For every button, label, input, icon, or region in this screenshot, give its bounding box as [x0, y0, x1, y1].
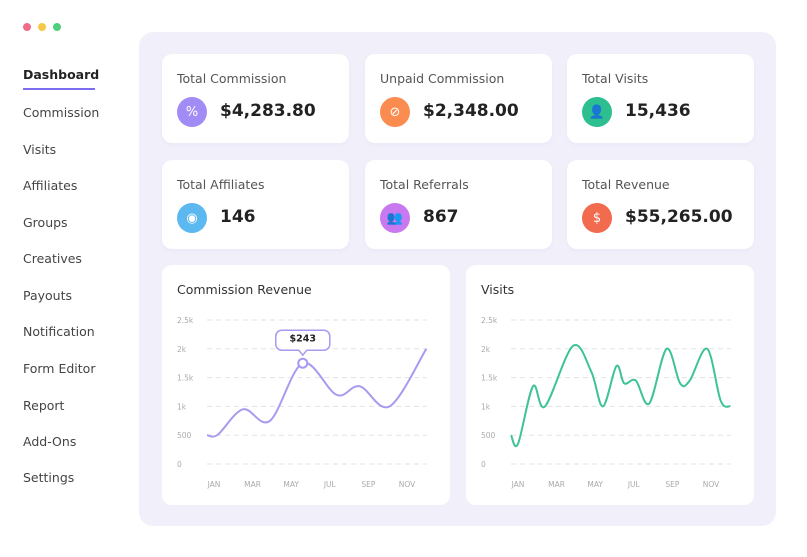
- sidebar-item-dashboard[interactable]: Dashboard: [23, 67, 100, 82]
- y-tick-label: 1.5k: [481, 374, 498, 383]
- maximize-dot[interactable]: [53, 23, 61, 31]
- sidebar-item-report[interactable]: Report: [23, 398, 65, 413]
- sidebar-item-payouts[interactable]: Payouts: [23, 288, 73, 303]
- x-tick-label: MAR: [548, 480, 565, 489]
- minimize-dot[interactable]: [38, 23, 46, 31]
- stat-value: 15,436: [625, 101, 691, 121]
- y-tick-label: 2k: [481, 345, 491, 354]
- stat-value: $4,283.80: [220, 101, 316, 121]
- x-tick-label: MAY: [283, 480, 299, 489]
- broadcast-user-icon: ◉: [177, 203, 207, 233]
- sidebar-item-form-editor[interactable]: Form Editor: [23, 361, 96, 376]
- chart-title: Commission Revenue: [177, 282, 312, 297]
- sidebar-item-creatives[interactable]: Creatives: [23, 251, 82, 266]
- user-check-icon: 👤: [582, 97, 612, 127]
- series-line: [206, 348, 428, 438]
- stat-card-total-referrals[interactable]: Total Referrals 👥 867: [365, 160, 552, 249]
- tooltip: $243: [275, 329, 331, 357]
- y-tick-label: 0: [481, 460, 486, 469]
- commission-chart-svg: 0 500 1k 1.5k 2k 2.5k JAN MAR MAY JUL SEP NOV $243: [177, 316, 428, 489]
- x-tick-label: NOV: [703, 480, 720, 489]
- stat-label: Total Affiliates: [177, 177, 265, 192]
- y-tick-label: 1k: [177, 402, 187, 411]
- tooltip-value: $243: [290, 334, 316, 345]
- commission-drop-icon: %: [177, 97, 207, 127]
- sidebar-item-commission[interactable]: Commission: [23, 105, 100, 120]
- y-tick-label: 1.5k: [177, 374, 194, 383]
- stat-card-total-visits[interactable]: Total Visits 👤 15,436: [567, 54, 754, 143]
- coins-icon: $: [582, 203, 612, 233]
- y-tick-label: 2.5k: [481, 316, 498, 325]
- sidebar-item-settings[interactable]: Settings: [23, 470, 75, 485]
- y-tick-label: 0: [177, 460, 182, 469]
- percent-badge-icon: ⊘: [380, 97, 410, 127]
- x-tick-label: SEP: [361, 480, 375, 489]
- y-tick-label: 1k: [481, 402, 491, 411]
- stat-label: Unpaid Commission: [380, 71, 505, 86]
- x-tick-label: MAR: [244, 480, 261, 489]
- x-tick-label: JAN: [511, 480, 525, 489]
- series-line: [510, 343, 731, 448]
- x-tick-label: JUL: [323, 480, 337, 489]
- active-indicator: [23, 88, 95, 90]
- stat-card-total-affiliates[interactable]: Total Affiliates ◉ 146: [162, 160, 349, 249]
- visits-chart-svg: 0 500 1k 1.5k 2k 2.5k JAN MAR MAY JUL SEP NOV: [481, 316, 731, 489]
- stat-card-unpaid-commission[interactable]: Unpaid Commission ⊘ $2,348.00: [365, 54, 552, 143]
- sidebar-item-add-ons[interactable]: Add-Ons: [23, 434, 77, 449]
- stat-value: 867: [423, 207, 459, 227]
- stat-value: $55,265.00: [625, 207, 733, 227]
- y-tick-label: 2k: [177, 345, 187, 354]
- stat-label: Total Referrals: [380, 177, 469, 192]
- sidebar-item-visits[interactable]: Visits: [23, 142, 57, 157]
- x-tick-label: NOV: [399, 480, 416, 489]
- sidebar-item-notification[interactable]: Notification: [23, 324, 95, 339]
- stat-card-total-revenue[interactable]: Total Revenue $ $55,265.00: [567, 160, 754, 249]
- stat-card-total-commission[interactable]: Total Commission % $4,283.80: [162, 54, 349, 143]
- stat-value: $2,348.00: [423, 101, 519, 121]
- stat-label: Total Commission: [177, 71, 287, 86]
- y-tick-label: 2.5k: [177, 316, 194, 325]
- sidebar-item-affiliates[interactable]: Affiliates: [23, 178, 78, 193]
- sidebar-item-groups[interactable]: Groups: [23, 215, 68, 230]
- stat-value: 146: [220, 207, 256, 227]
- x-tick-label: JAN: [207, 480, 221, 489]
- visits-chart: Visits 0 500 1k 1.5k 2k 2.5k JAN MAR MAY JUL SEP NO…: [466, 265, 754, 505]
- stat-label: Total Revenue: [582, 177, 670, 192]
- x-tick-label: MAY: [587, 480, 603, 489]
- x-tick-label: SEP: [665, 480, 679, 489]
- commission-revenue-chart: Commission Revenue 0 500 1k 1.5k 2k 2.5k JAN MA…: [162, 265, 450, 505]
- referral-users-icon: 👥: [380, 203, 410, 233]
- y-tick-label: 500: [481, 431, 496, 440]
- y-tick-label: 500: [177, 431, 192, 440]
- x-tick-label: JUL: [627, 480, 641, 489]
- close-dot[interactable]: [23, 23, 31, 31]
- stat-label: Total Visits: [582, 71, 649, 86]
- highlight-marker[interactable]: [297, 357, 309, 369]
- chart-title: Visits: [481, 282, 515, 297]
